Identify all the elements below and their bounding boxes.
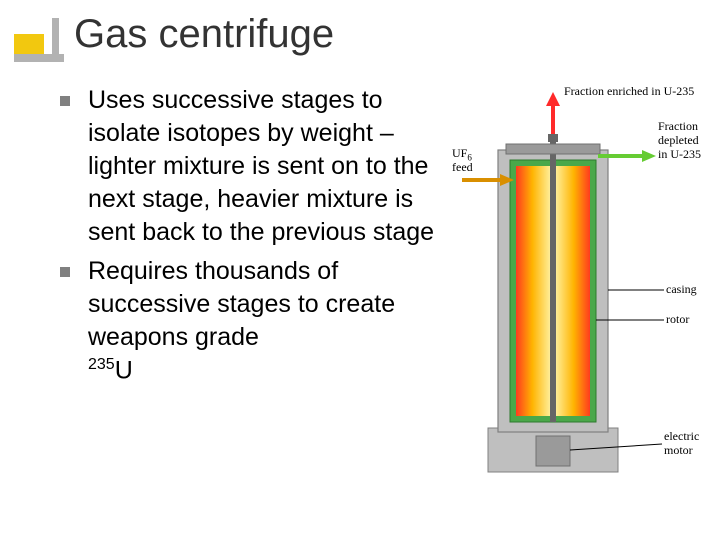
slide-title: Gas centrifuge [74,12,334,57]
isotope-label: 235U [88,356,450,385]
feed-word: feed [452,160,473,175]
accent-bar-yellow [14,34,44,54]
accent-bar-gray-v [52,18,59,62]
bullet-text: Requires thousands of successive stages … [88,255,450,354]
slide: Gas centrifuge Uses successive stages to… [0,0,720,540]
bullet-text: Uses successive stages to isolate isotop… [88,84,450,249]
centrifuge-diagram: Fraction enriched in U-235 UF6 feed Frac… [452,84,710,488]
list-item: Requires thousands of successive stages … [60,255,450,354]
motor-label: electric motor [664,430,699,458]
casing-label: casing [666,282,697,297]
isotope-elem: U [115,356,133,384]
depleted-label: Fraction depleted in U-235 [658,120,701,161]
rotor-label: rotor [666,312,689,327]
enriched-label: Fraction enriched in U-235 [564,84,714,99]
isotope-super: 235 [88,356,115,373]
list-item: Uses successive stages to isolate isotop… [60,84,450,249]
bullet-list: Uses successive stages to isolate isotop… [60,84,450,385]
bullet-icon [60,96,70,106]
bullet-icon [60,267,70,277]
